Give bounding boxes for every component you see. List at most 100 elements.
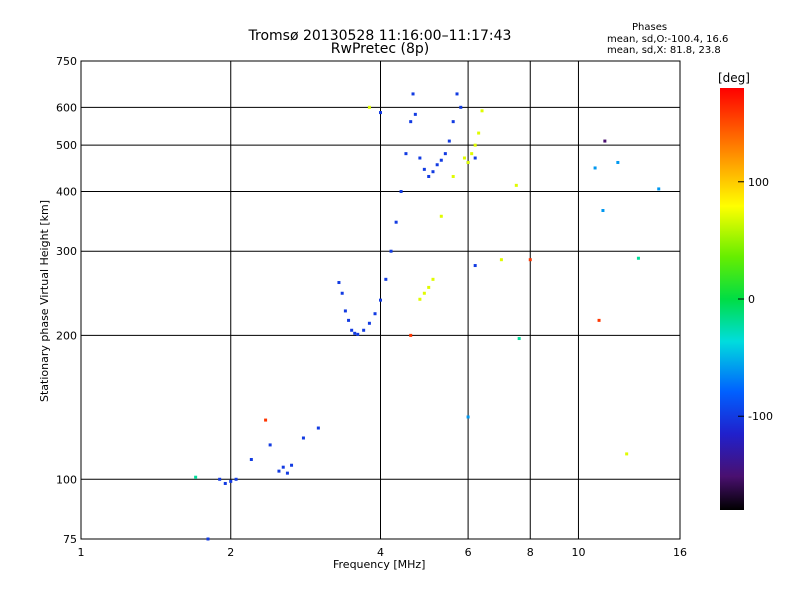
data-point: [285, 471, 289, 475]
data-point: [373, 312, 377, 316]
grid-lines: [81, 61, 680, 539]
data-point: [499, 258, 503, 262]
data-point: [439, 158, 443, 162]
y-tick-label: 400: [56, 185, 77, 198]
data-point: [466, 160, 470, 164]
data-point: [353, 331, 357, 335]
data-point: [422, 167, 426, 171]
data-point: [514, 183, 518, 187]
data-point: [427, 285, 431, 289]
data-point: [404, 152, 408, 156]
data-point: [473, 264, 477, 268]
data-point: [340, 291, 344, 295]
data-point: [249, 457, 253, 461]
data-point: [367, 321, 371, 325]
data-point: [431, 277, 435, 281]
data-point: [379, 111, 382, 115]
data-point: [657, 187, 661, 191]
x-axis-label: Frequency [MHz]: [333, 558, 426, 571]
data-point: [462, 156, 466, 160]
colorbar-tick-label: -100: [748, 410, 773, 423]
data-point: [281, 465, 285, 469]
data-point: [477, 131, 481, 135]
data-point: [347, 318, 351, 322]
data-point: [394, 220, 398, 224]
colorbar-tick-label: 0: [748, 293, 755, 306]
colorbar-tick-label: 100: [748, 176, 769, 189]
data-point: [427, 174, 431, 178]
x-tick-label: 2: [227, 546, 234, 559]
data-point: [218, 477, 222, 481]
data-point: [517, 337, 521, 341]
data-point: [435, 163, 439, 167]
chart-subtitle: RwPretec (8p): [330, 41, 430, 57]
colorbar-ticks: 100 0 -100: [738, 176, 773, 423]
data-point: [379, 298, 382, 302]
plot-frame: [80, 60, 681, 540]
y-tick-label: 500: [56, 139, 77, 152]
y-tick-label: 100: [56, 473, 77, 486]
data-point: [439, 214, 443, 218]
data-point: [455, 92, 459, 96]
data-point: [409, 120, 413, 124]
data-point: [451, 174, 455, 178]
data-point: [234, 477, 238, 481]
y-tick-label: 75: [63, 533, 77, 546]
data-point: [480, 109, 484, 113]
phases-header: Phases: [632, 22, 668, 33]
data-point: [601, 209, 605, 213]
data-point: [422, 291, 426, 295]
data-point: [418, 156, 422, 160]
data-point: [389, 249, 393, 253]
data-point: [447, 139, 451, 143]
data-point: [399, 189, 403, 193]
data-point: [301, 436, 305, 440]
data-point: [459, 105, 463, 109]
phases-o-line: mean, sd,O:-100.4, 16.6: [607, 34, 729, 45]
data-point: [473, 156, 477, 160]
data-point: [413, 112, 417, 116]
data-point: [431, 170, 435, 174]
colorbar-label: [deg]: [718, 71, 750, 85]
data-point: [367, 105, 371, 109]
y-ticks: 75 100 200 300 400 500 600 750: [56, 55, 77, 546]
data-point: [603, 139, 607, 143]
y-tick-label: 300: [56, 245, 77, 258]
y-tick-label: 600: [56, 101, 77, 114]
x-tick-label: 6: [465, 546, 472, 559]
data-point: [528, 258, 532, 262]
data-point: [343, 309, 347, 313]
y-tick-label: 750: [56, 55, 77, 68]
x-tick-label: 1: [78, 546, 85, 559]
data-point: [616, 160, 620, 164]
y-tick-label: 200: [56, 329, 77, 342]
data-point: [316, 426, 320, 430]
data-point: [350, 328, 354, 332]
data-point: [268, 443, 272, 447]
data-point: [356, 332, 360, 336]
data-point: [290, 463, 294, 467]
phases-x-line: mean, sd,X: 81.8, 23.8: [607, 45, 721, 56]
data-point: [411, 92, 415, 96]
data-point: [409, 333, 413, 337]
data-point: [473, 143, 477, 147]
x-tick-label: 4: [377, 546, 384, 559]
data-point: [451, 120, 455, 124]
data-point: [277, 469, 281, 473]
data-point: [206, 537, 210, 541]
data-point: [362, 328, 366, 332]
x-ticks: 1 2 4 6 8 10 16: [78, 546, 688, 559]
x-tick-label: 16: [673, 546, 687, 559]
data-point: [337, 281, 341, 285]
data-point: [264, 418, 268, 422]
data-point: [443, 152, 447, 156]
chart-title: Tromsø 20130528 11:16:00–11:17:43: [248, 28, 512, 44]
data-point: [636, 256, 640, 260]
data-point: [466, 415, 470, 419]
x-tick-label: 8: [527, 546, 534, 559]
scatter-points: [194, 92, 661, 541]
data-point: [625, 452, 629, 456]
data-point: [384, 277, 388, 281]
